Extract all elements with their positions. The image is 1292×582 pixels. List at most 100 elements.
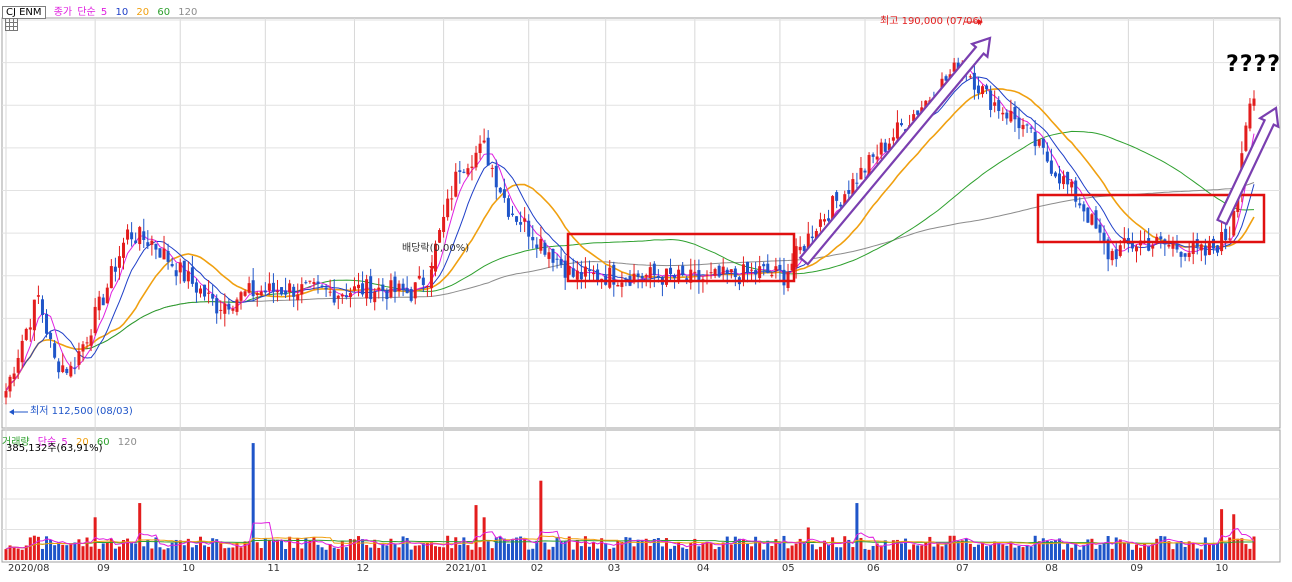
candle-body xyxy=(539,239,543,251)
candle-body xyxy=(916,110,920,115)
candle-body xyxy=(632,273,636,283)
candle-body xyxy=(608,267,612,288)
volume-bar xyxy=(875,543,879,560)
candle-body xyxy=(952,62,956,72)
candle-body xyxy=(336,295,340,299)
volume-bar xyxy=(652,538,656,560)
volume-bar xyxy=(425,542,429,560)
volume-bar xyxy=(470,549,474,560)
candle-body xyxy=(1151,245,1155,249)
volume-bar xyxy=(1199,549,1203,560)
volume-bar xyxy=(413,545,417,560)
candle-body xyxy=(810,236,814,239)
candle-body xyxy=(247,283,251,293)
candle-body xyxy=(770,274,774,277)
x-tick-label: 05 xyxy=(781,563,795,574)
volume-bar xyxy=(750,546,754,560)
candle-body xyxy=(754,270,758,275)
low-annotation: 최저 112,500 (08/03) xyxy=(30,406,133,417)
grid-icon[interactable] xyxy=(5,18,18,31)
x-tick-label: 2021/01 xyxy=(445,563,488,574)
volume-bar xyxy=(827,544,831,560)
candle-body xyxy=(1134,246,1138,252)
volume-bar xyxy=(393,543,397,560)
candle-body xyxy=(1191,242,1195,255)
volume-bar xyxy=(4,549,8,560)
candle-body xyxy=(231,308,235,311)
volume-bar xyxy=(235,542,239,560)
dividend-annotation: 배당락(0,00%) xyxy=(402,243,470,254)
candle-body xyxy=(705,274,709,276)
candle-body xyxy=(721,266,725,275)
volume-bar xyxy=(89,546,93,560)
volume-bar xyxy=(117,546,121,560)
stock-name-tag[interactable]: CJ ENM xyxy=(2,6,46,19)
ma5-legend: 5 xyxy=(100,7,108,18)
volume-bar xyxy=(8,545,12,560)
candle-body xyxy=(308,280,312,282)
volume-bar xyxy=(867,549,871,560)
candle-body xyxy=(154,243,158,250)
candle-body xyxy=(328,291,332,293)
candle-body xyxy=(1013,107,1017,120)
volume-bar xyxy=(40,548,44,560)
volume-bar xyxy=(981,542,985,560)
candle-body xyxy=(531,236,535,241)
candle-body xyxy=(89,335,93,346)
volume-bar xyxy=(928,536,932,560)
volume-bar xyxy=(608,548,612,560)
candle-body xyxy=(8,376,12,392)
candle-body xyxy=(1021,124,1025,130)
candle-body xyxy=(65,368,69,374)
candle-body xyxy=(235,299,239,312)
candle-body xyxy=(73,367,77,369)
candle-body xyxy=(725,269,729,274)
volume-bar xyxy=(737,538,741,560)
candle-body xyxy=(859,167,863,180)
volume-bar xyxy=(1086,539,1090,560)
volume-bar xyxy=(600,538,604,560)
volume-bar xyxy=(733,536,737,560)
x-tick-label: 10 xyxy=(1215,563,1229,574)
volume-bar xyxy=(701,543,705,560)
candle-body xyxy=(1074,180,1078,202)
volume-bar xyxy=(57,542,61,560)
candle-body xyxy=(81,344,85,352)
volume-bar xyxy=(1167,541,1171,560)
volume-bar xyxy=(1005,545,1009,560)
volume-bar xyxy=(543,542,547,560)
volume-bar xyxy=(194,544,198,560)
candle-body xyxy=(981,86,985,95)
volume-bar xyxy=(186,538,190,560)
candle-body xyxy=(77,351,81,366)
volume-bar xyxy=(24,545,28,560)
candle-body xyxy=(652,263,656,276)
candle-body xyxy=(397,283,401,292)
volume-bar xyxy=(1232,514,1236,560)
candle-body xyxy=(122,242,126,258)
candle-body xyxy=(85,342,89,344)
volume-bar xyxy=(174,539,178,560)
candle-body xyxy=(1252,98,1256,106)
candle-body xyxy=(1244,125,1248,151)
candle-body xyxy=(741,264,745,281)
volume-bar xyxy=(251,443,255,560)
volume-bar xyxy=(81,546,85,560)
candle-body xyxy=(194,282,198,293)
candle-body xyxy=(69,365,73,377)
candle-body xyxy=(875,156,879,160)
volume-bar xyxy=(863,548,867,560)
volume-bar xyxy=(660,546,664,560)
candle-body xyxy=(223,303,227,314)
volume-bar xyxy=(486,541,490,560)
volume-bar xyxy=(1118,539,1122,560)
candle-body xyxy=(677,269,681,283)
candle-body xyxy=(494,165,498,188)
candle-body xyxy=(344,295,348,298)
volume-bar xyxy=(989,545,993,560)
volume-bar xyxy=(49,539,53,560)
candle-body xyxy=(126,229,130,240)
candle-body xyxy=(867,154,871,177)
candle-body xyxy=(450,198,454,200)
volume-bar xyxy=(255,542,259,560)
